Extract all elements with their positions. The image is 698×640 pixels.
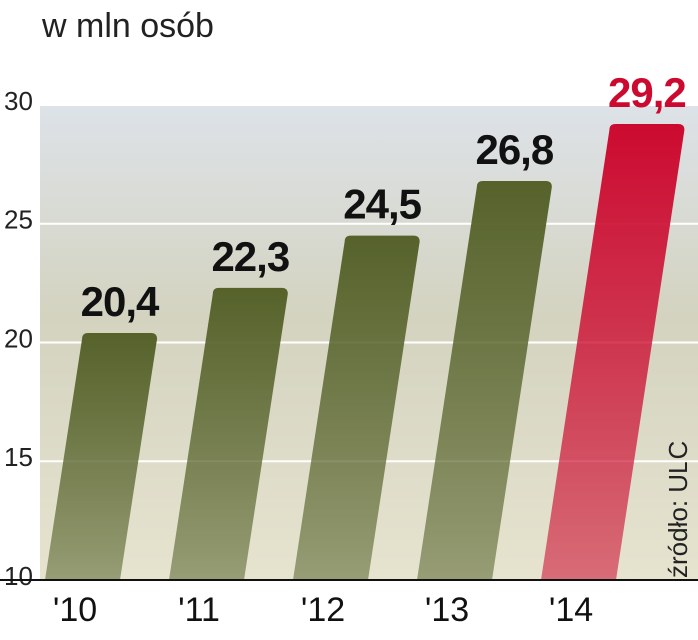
bar <box>541 124 685 580</box>
y-tick-label: 20 <box>4 323 33 353</box>
y-tick-label: 25 <box>4 205 33 235</box>
bar <box>293 235 420 580</box>
value-label: 22,3 <box>211 233 289 280</box>
value-label: 24,5 <box>343 181 421 228</box>
x-tick-label: '12 <box>301 591 345 629</box>
value-label: 20,4 <box>81 278 160 325</box>
value-label: 29,2 <box>608 69 686 116</box>
y-tick-label: 10 <box>4 561 33 591</box>
y-tick-label: 15 <box>4 442 33 472</box>
y-tick-label: 30 <box>4 86 33 116</box>
x-tick-label: '10 <box>53 591 97 629</box>
x-tick-label: '13 <box>425 591 469 629</box>
subtitle: w mln osób <box>41 7 214 45</box>
bar <box>417 181 552 580</box>
x-tick-label: '14 <box>549 591 593 629</box>
bar <box>169 287 288 580</box>
x-tick-label: '11 <box>178 591 220 629</box>
bar <box>45 333 158 580</box>
source: źródło: ULC <box>663 441 693 578</box>
value-label: 26,8 <box>475 126 553 173</box>
